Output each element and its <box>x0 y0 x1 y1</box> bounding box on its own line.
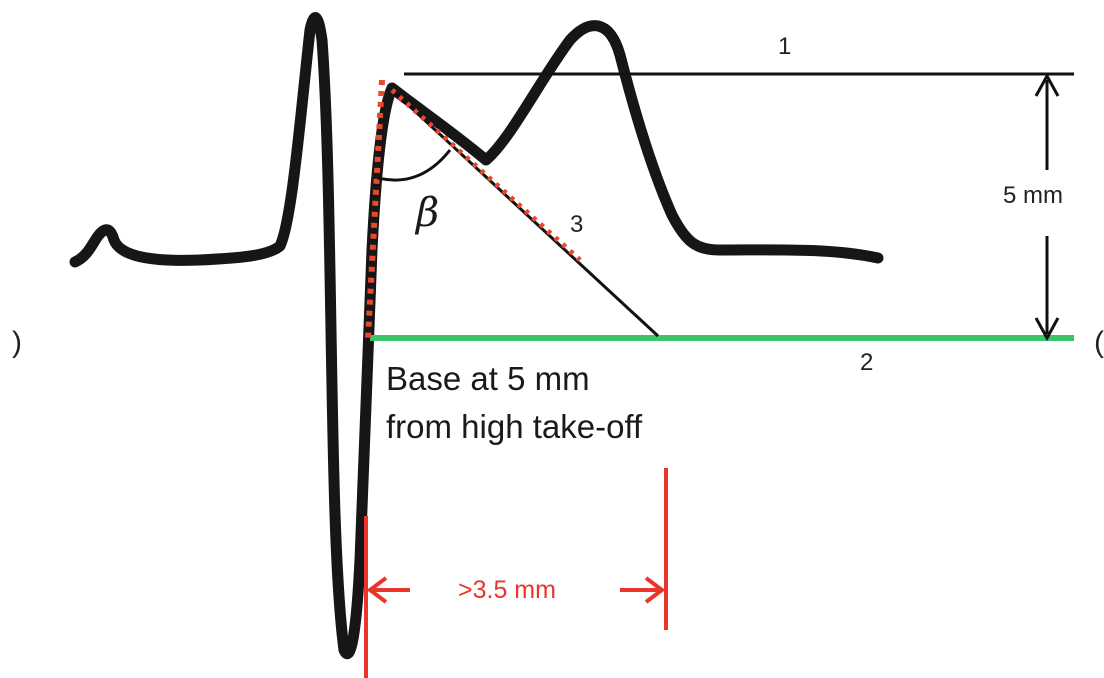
width-measurement <box>364 468 668 678</box>
line-1-label: 1 <box>778 33 791 60</box>
right-arrow-icon <box>644 576 666 604</box>
left-arrow-icon <box>366 576 388 604</box>
height-label: 5 mm <box>1003 182 1063 209</box>
line-3-label: 3 <box>570 211 583 238</box>
height-measurement <box>1034 72 1060 342</box>
up-arrow-icon <box>1034 72 1060 97</box>
left-edge-glyph: ) <box>12 326 22 359</box>
down-arrow-icon <box>1034 317 1060 342</box>
ecg-trace <box>69 12 884 660</box>
base-annotation-line-1: Base at 5 mm <box>386 360 590 397</box>
beta-label: β <box>414 190 439 236</box>
beta-angle-arc <box>377 149 452 182</box>
downslope-dotted-tangent <box>390 88 582 262</box>
line-2-label: 2 <box>860 349 873 376</box>
right-edge-glyph: ( <box>1094 326 1104 359</box>
base-annotation-line-2: from high take-off <box>386 408 643 445</box>
width-label: >3.5 mm <box>458 576 556 604</box>
